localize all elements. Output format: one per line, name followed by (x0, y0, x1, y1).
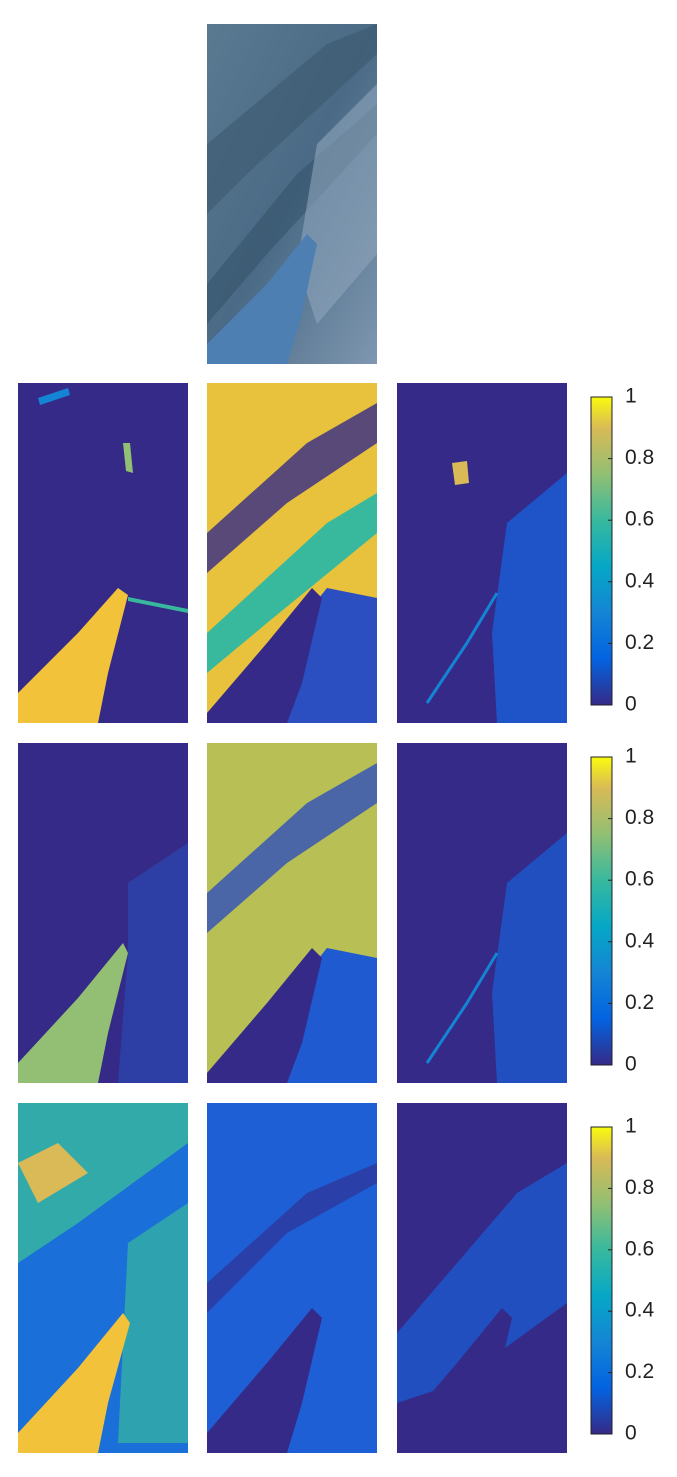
map-panel (397, 743, 567, 1083)
tick-label: 0.8 (625, 806, 654, 829)
tick-label: 1 (625, 745, 637, 768)
colorbar (590, 396, 613, 706)
map-panel (18, 743, 188, 1083)
tick-label: 0.2 (625, 1360, 654, 1383)
tick-label: 0.4 (625, 929, 655, 952)
tick-label: 0.6 (625, 1237, 654, 1260)
tick-label: 0 (625, 1053, 637, 1076)
rgb-image (207, 24, 377, 364)
colorbar (590, 756, 613, 1066)
tick-label: 0.6 (625, 868, 654, 891)
tick-label: 1 (625, 385, 637, 408)
colorbars: 0 0.2 0.4 0.6 0.8 1 0 0.2 0.4 0.6 0.8 1 0 0.2 0.4 0.6 0.… (590, 385, 655, 1445)
tick-label: 0 (625, 693, 637, 716)
map-panel (207, 1103, 377, 1453)
tick-label: 0.6 (625, 508, 654, 531)
tick-label: 0 (625, 1422, 637, 1445)
tick-label: 0.8 (625, 446, 654, 469)
tick-label: 0.2 (625, 991, 654, 1014)
map-panel (397, 1103, 567, 1453)
tick-label: 0.8 (625, 1176, 654, 1199)
tick-label: 0.4 (625, 569, 655, 592)
colorbar (590, 1126, 613, 1435)
tick-label: 1 (625, 1115, 637, 1138)
map-panel (18, 383, 188, 723)
map-panel (207, 743, 377, 1083)
tick-label: 0.4 (625, 1299, 655, 1322)
map-panel (18, 1103, 188, 1453)
map-panel (397, 383, 567, 723)
tick-label: 0.2 (625, 631, 654, 654)
map-panel (207, 383, 377, 723)
